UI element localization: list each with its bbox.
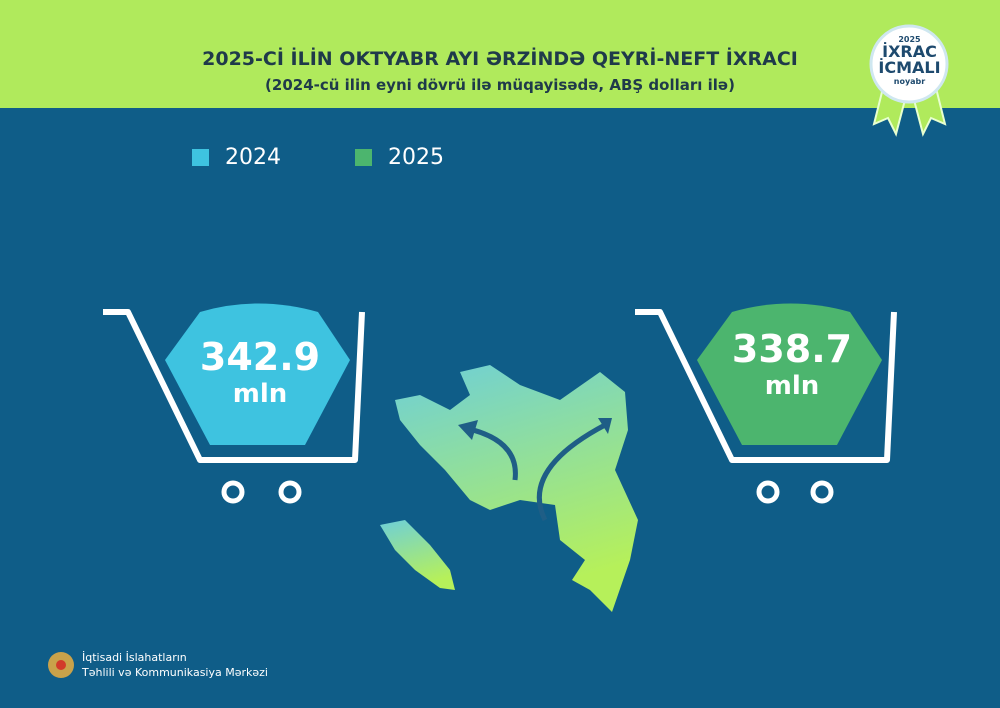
- value-2025: 338.7 mln: [717, 327, 867, 401]
- legend-swatch: [192, 149, 209, 166]
- value-2024: 342.9 mln: [185, 335, 335, 409]
- value-number: 338.7: [731, 327, 853, 371]
- header-band: [0, 0, 1000, 108]
- azerbaijan-map-icon: [380, 365, 638, 612]
- page-subtitle: (2024-cü ilin eyni dövrü ilə müqayisədə,…: [265, 76, 735, 94]
- value-number: 342.9: [199, 335, 321, 379]
- cart-2025-icon: [635, 303, 897, 504]
- legend-label: 2024: [225, 145, 281, 170]
- value-unit: mln: [232, 379, 288, 409]
- footer-logo: İqtisadi İslahatların Təhlili və Kommuni…: [48, 650, 268, 680]
- badge-line1: İXRAC: [882, 42, 937, 61]
- emblem-icon: [48, 652, 74, 678]
- org-name-line1: İqtisadi İslahatların: [82, 651, 187, 664]
- badge-month: noyabr: [893, 77, 926, 86]
- legend-2024: 2024: [192, 145, 281, 170]
- badge-year: 2025: [898, 35, 921, 44]
- value-unit: mln: [764, 371, 820, 401]
- cart-2024-icon: [103, 303, 365, 504]
- legend-label: 2025: [388, 145, 444, 170]
- page-title: 2025-Cİ İLİN OKTYABR AYI ƏRZİNDƏ QEYRİ-N…: [202, 48, 798, 70]
- legend-swatch: [355, 149, 372, 166]
- legend-2025: 2025: [355, 145, 444, 170]
- badge: 2025 İXRAC İCMALI noyabr: [862, 24, 957, 139]
- badge-line2: İCMALI: [878, 58, 941, 77]
- badge-ribbon-icon: [869, 24, 949, 137]
- org-name-line2: Təhlili və Kommunikasiya Mərkəzi: [82, 666, 268, 679]
